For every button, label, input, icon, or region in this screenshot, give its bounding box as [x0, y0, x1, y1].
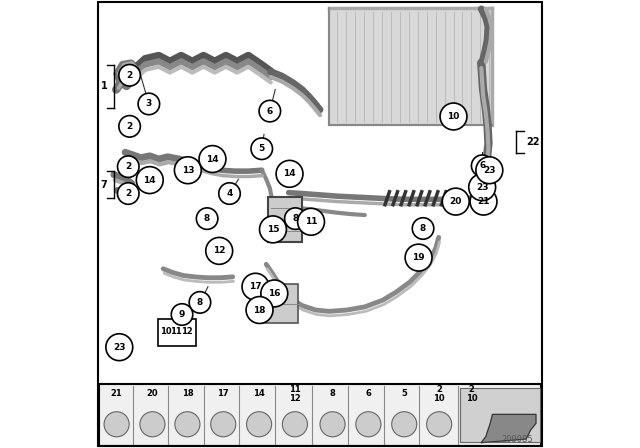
Text: 23: 23 [113, 343, 125, 352]
Circle shape [261, 280, 288, 307]
Circle shape [320, 412, 345, 437]
Text: 7: 7 [100, 180, 108, 190]
Circle shape [119, 65, 140, 86]
Circle shape [356, 412, 381, 437]
Text: 17: 17 [249, 282, 262, 291]
Text: 11: 11 [305, 217, 317, 226]
Text: 14: 14 [284, 169, 296, 178]
Circle shape [104, 412, 129, 437]
Circle shape [172, 304, 193, 325]
Text: 2: 2 [125, 162, 131, 171]
Circle shape [412, 218, 434, 239]
Text: 14: 14 [253, 389, 265, 398]
Text: 8: 8 [292, 214, 298, 223]
Circle shape [175, 412, 200, 437]
Circle shape [251, 138, 273, 159]
Circle shape [118, 183, 139, 204]
Circle shape [298, 208, 324, 235]
Text: 23: 23 [483, 166, 495, 175]
Text: 18: 18 [182, 389, 193, 398]
Bar [158, 319, 196, 346]
Circle shape [468, 174, 495, 201]
Text: 13: 13 [182, 166, 194, 175]
Circle shape [405, 244, 432, 271]
Circle shape [136, 167, 163, 194]
Circle shape [196, 208, 218, 229]
Text: 6: 6 [365, 389, 371, 398]
Text: 19: 19 [412, 253, 425, 262]
Text: 5: 5 [259, 144, 265, 153]
Circle shape [260, 216, 287, 243]
Text: 20: 20 [147, 389, 158, 398]
Text: 8: 8 [197, 298, 203, 307]
Circle shape [282, 412, 307, 437]
Polygon shape [481, 414, 536, 443]
Text: 5: 5 [401, 389, 407, 398]
Text: 209085: 209085 [501, 435, 533, 444]
Text: 14: 14 [143, 176, 156, 185]
Text: 23: 23 [476, 183, 488, 192]
Text: 2: 2 [127, 122, 132, 131]
Circle shape [242, 273, 269, 300]
Bar [269, 197, 302, 242]
Text: 4: 4 [227, 189, 233, 198]
Circle shape [199, 146, 226, 172]
Text: 12: 12 [181, 327, 193, 336]
Text: 18: 18 [253, 306, 266, 314]
Text: 8: 8 [420, 224, 426, 233]
Circle shape [246, 412, 271, 437]
Circle shape [206, 237, 233, 264]
Circle shape [427, 412, 452, 437]
Circle shape [392, 412, 417, 437]
Text: 15: 15 [267, 225, 279, 234]
Circle shape [138, 93, 159, 115]
Text: 6: 6 [267, 107, 273, 116]
Circle shape [118, 156, 139, 177]
Text: 20: 20 [449, 197, 462, 206]
Text: 12: 12 [213, 246, 225, 255]
Circle shape [106, 334, 132, 361]
Text: 17: 17 [218, 389, 229, 398]
Circle shape [476, 157, 503, 184]
Text: 11
12: 11 12 [289, 385, 301, 403]
Bar [257, 284, 298, 323]
Circle shape [470, 188, 497, 215]
Text: 3: 3 [146, 99, 152, 108]
Circle shape [442, 188, 469, 215]
Circle shape [219, 183, 240, 204]
Text: 10: 10 [160, 327, 172, 336]
Circle shape [211, 412, 236, 437]
Circle shape [246, 297, 273, 323]
Circle shape [285, 208, 306, 229]
Circle shape [140, 412, 165, 437]
Text: 2
10: 2 10 [433, 385, 445, 403]
Bar [99, 384, 541, 446]
Circle shape [189, 292, 211, 313]
Circle shape [119, 116, 140, 137]
Text: 2
10: 2 10 [466, 385, 477, 403]
Text: 8: 8 [204, 214, 210, 223]
Text: 6: 6 [479, 161, 485, 170]
Text: 8: 8 [330, 389, 335, 398]
Text: 2: 2 [127, 71, 132, 80]
Circle shape [259, 100, 280, 122]
Bar [329, 8, 493, 125]
Text: 16: 16 [268, 289, 280, 298]
Circle shape [174, 157, 201, 184]
Text: 22: 22 [526, 137, 540, 147]
Text: 1: 1 [100, 81, 108, 91]
Text: 21: 21 [111, 389, 122, 398]
Bar [460, 388, 540, 442]
Text: 11: 11 [170, 327, 182, 336]
Text: 21: 21 [477, 197, 490, 206]
Text: 2: 2 [125, 189, 131, 198]
Text: 9: 9 [179, 310, 185, 319]
Text: 14: 14 [206, 155, 219, 164]
Text: 10: 10 [447, 112, 460, 121]
Circle shape [440, 103, 467, 130]
Circle shape [276, 160, 303, 187]
Circle shape [472, 155, 493, 177]
